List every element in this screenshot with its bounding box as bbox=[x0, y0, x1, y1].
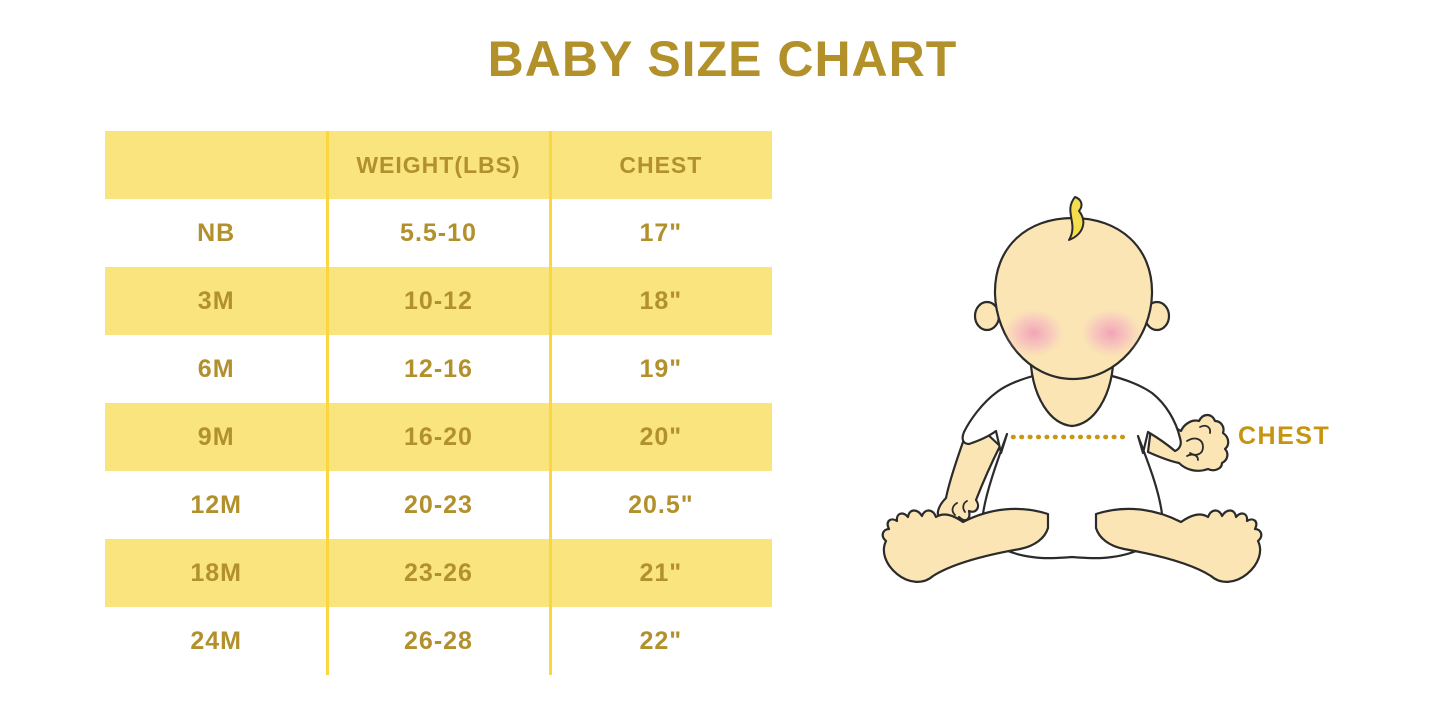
baby-left-leg bbox=[881, 507, 1050, 583]
table-row: 3M 10-12 18" bbox=[105, 267, 772, 335]
size-cell: 24M bbox=[190, 626, 242, 655]
size-cell: 12M bbox=[190, 490, 242, 519]
size-cell: 9M bbox=[197, 422, 235, 451]
weight-cell: 23-26 bbox=[404, 558, 473, 587]
header-cell-chest: CHEST bbox=[619, 151, 703, 178]
chest-cell: 18" bbox=[639, 286, 683, 315]
baby-left-arm bbox=[936, 426, 1002, 526]
chest-cell: 22" bbox=[639, 626, 683, 655]
size-cell: 3M bbox=[197, 286, 235, 315]
baby-head bbox=[993, 216, 1154, 381]
baby-right-cheek bbox=[1081, 309, 1141, 357]
chest-cell: 20.5" bbox=[628, 490, 694, 519]
baby-illustration bbox=[881, 196, 1263, 583]
weight-cell: 12-16 bbox=[404, 354, 473, 383]
baby-hair-curl bbox=[1068, 196, 1085, 241]
size-cell: 6M bbox=[197, 354, 235, 383]
chest-measure-label: CHEST bbox=[1238, 422, 1331, 450]
page-title: BABY SIZE CHART bbox=[487, 31, 958, 87]
column-separator bbox=[326, 131, 329, 675]
table-row: NB 5.5-10 17" bbox=[105, 199, 772, 267]
header-cell-weight: WEIGHT(LBS) bbox=[356, 151, 521, 178]
chest-cell: 20" bbox=[639, 422, 683, 451]
weight-cell: 20-23 bbox=[404, 490, 473, 519]
baby-neck bbox=[1031, 362, 1113, 426]
table-row: 18M 23-26 21" bbox=[105, 539, 772, 607]
baby-right-leg bbox=[1094, 507, 1263, 583]
weight-cell: 16-20 bbox=[404, 422, 473, 451]
weight-cell: 5.5-10 bbox=[400, 218, 477, 247]
size-cell: 18M bbox=[190, 558, 242, 587]
weight-cell: 10-12 bbox=[404, 286, 473, 315]
chest-cell: 21" bbox=[639, 558, 683, 587]
chest-cell: 17" bbox=[639, 218, 683, 247]
size-chart-table: WEIGHT(LBS) CHEST NB 5.5-10 17" 3M 10-12 18" 6… bbox=[105, 131, 772, 675]
table-row: 12M 20-23 20.5" bbox=[105, 471, 772, 539]
baby-left-cheek bbox=[1004, 309, 1064, 357]
header-cell-size bbox=[105, 131, 327, 199]
table-header-row: WEIGHT(LBS) CHEST bbox=[105, 131, 772, 199]
table-row: 24M 26-28 22" bbox=[105, 607, 772, 675]
chest-cell: 19" bbox=[639, 354, 683, 383]
table-row: 9M 16-20 20" bbox=[105, 403, 772, 471]
column-separator bbox=[549, 131, 552, 675]
size-cell: NB bbox=[197, 218, 236, 247]
weight-cell: 26-28 bbox=[404, 626, 473, 655]
table-row: 6M 12-16 19" bbox=[105, 335, 772, 403]
table-body: NB 5.5-10 17" 3M 10-12 18" 6M 12-16 19" 9M 16-20 20… bbox=[105, 199, 772, 675]
